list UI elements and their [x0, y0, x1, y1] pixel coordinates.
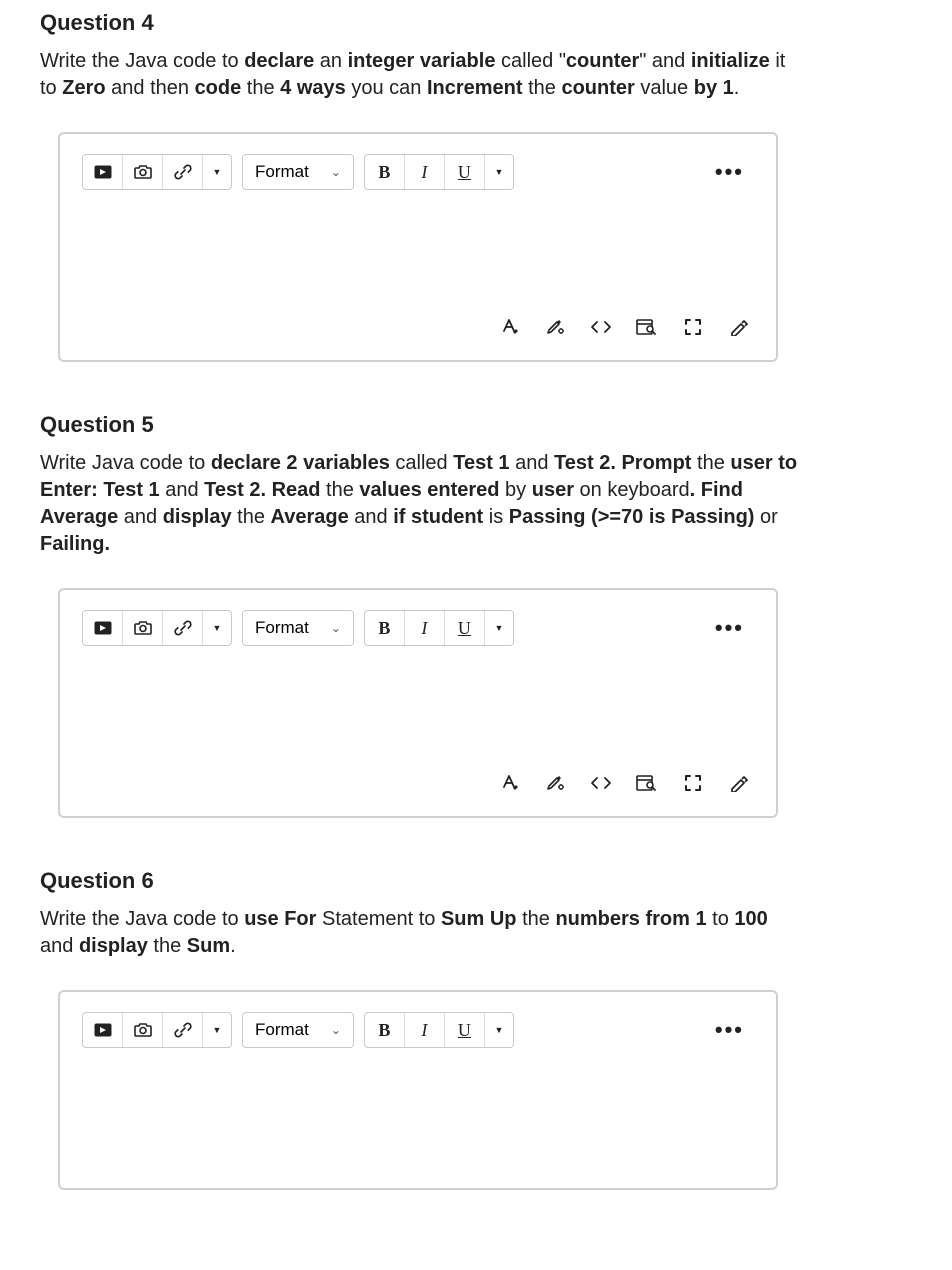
bold-button[interactable]: B	[365, 155, 405, 189]
editor-toolbar: ▼ Format ⌄ B I U ▼ •••	[82, 154, 754, 190]
editor-footer	[82, 310, 754, 340]
bold-button[interactable]: B	[365, 611, 405, 645]
question-block: Question 6 Write the Java code to use Fo…	[40, 858, 912, 1190]
highlight-icon[interactable]	[544, 772, 566, 794]
fullscreen-icon[interactable]	[682, 316, 704, 338]
format-select[interactable]: Format ⌄	[242, 610, 354, 646]
editor-footer	[82, 766, 754, 796]
text-color-icon[interactable]	[498, 772, 520, 794]
format-select[interactable]: Format ⌄	[242, 1012, 354, 1048]
question-title: Question 4	[40, 0, 912, 36]
format-label: Format	[255, 162, 309, 182]
format-label: Format	[255, 1020, 309, 1040]
highlight-icon[interactable]	[544, 316, 566, 338]
text-color-icon[interactable]	[498, 316, 520, 338]
style-more-dropdown[interactable]: ▼	[485, 1013, 513, 1047]
italic-button[interactable]: I	[405, 611, 445, 645]
link-icon[interactable]	[163, 155, 203, 189]
link-icon[interactable]	[163, 611, 203, 645]
rich-text-editor: ▼ Format ⌄ B I U ▼ •••	[58, 990, 778, 1190]
italic-button[interactable]: I	[405, 155, 445, 189]
fullscreen-icon[interactable]	[682, 772, 704, 794]
rich-text-editor: ▼ Format ⌄ B I U ▼ •••	[58, 132, 778, 362]
insert-more-dropdown[interactable]: ▼	[203, 611, 231, 645]
underline-button[interactable]: U	[445, 611, 485, 645]
format-select[interactable]: Format ⌄	[242, 154, 354, 190]
preview-icon[interactable]	[636, 316, 658, 338]
camera-icon[interactable]	[123, 155, 163, 189]
insert-group: ▼	[82, 154, 232, 190]
chevron-down-icon: ⌄	[331, 165, 341, 179]
rich-text-editor: ▼ Format ⌄ B I U ▼ •••	[58, 588, 778, 818]
code-icon[interactable]	[590, 316, 612, 338]
media-icon[interactable]	[83, 611, 123, 645]
style-group: B I U ▼	[364, 154, 514, 190]
media-icon[interactable]	[83, 1013, 123, 1047]
more-button[interactable]: •••	[709, 1013, 750, 1047]
underline-button[interactable]: U	[445, 1013, 485, 1047]
italic-button[interactable]: I	[405, 1013, 445, 1047]
chevron-down-icon: ⌄	[331, 1023, 341, 1037]
bold-button[interactable]: B	[365, 1013, 405, 1047]
preview-icon[interactable]	[636, 772, 658, 794]
style-group: B I U ▼	[364, 1012, 514, 1048]
draw-icon[interactable]	[728, 772, 750, 794]
editor-content-area[interactable]	[82, 190, 754, 310]
more-button[interactable]: •••	[709, 611, 750, 645]
underline-button[interactable]: U	[445, 155, 485, 189]
draw-icon[interactable]	[728, 316, 750, 338]
editor-toolbar: ▼ Format ⌄ B I U ▼ •••	[82, 1012, 754, 1048]
insert-group: ▼	[82, 1012, 232, 1048]
more-button[interactable]: •••	[709, 155, 750, 189]
question-title: Question 6	[40, 858, 912, 894]
question-block: Question 5 Write Java code to declare 2 …	[40, 402, 912, 818]
question-prompt: Write the Java code to use For Statement…	[40, 906, 800, 960]
style-group: B I U ▼	[364, 610, 514, 646]
insert-more-dropdown[interactable]: ▼	[203, 155, 231, 189]
format-label: Format	[255, 618, 309, 638]
camera-icon[interactable]	[123, 611, 163, 645]
insert-more-dropdown[interactable]: ▼	[203, 1013, 231, 1047]
editor-content-area[interactable]	[82, 1048, 754, 1168]
chevron-down-icon: ⌄	[331, 621, 341, 635]
question-block: Question 4 Write the Java code to declar…	[40, 0, 912, 362]
question-title: Question 5	[40, 402, 912, 438]
editor-content-area[interactable]	[82, 646, 754, 766]
media-icon[interactable]	[83, 155, 123, 189]
style-more-dropdown[interactable]: ▼	[485, 155, 513, 189]
camera-icon[interactable]	[123, 1013, 163, 1047]
link-icon[interactable]	[163, 1013, 203, 1047]
code-icon[interactable]	[590, 772, 612, 794]
question-prompt: Write Java code to declare 2 variables c…	[40, 450, 800, 558]
editor-toolbar: ▼ Format ⌄ B I U ▼ •••	[82, 610, 754, 646]
style-more-dropdown[interactable]: ▼	[485, 611, 513, 645]
insert-group: ▼	[82, 610, 232, 646]
question-prompt: Write the Java code to declare an intege…	[40, 48, 800, 102]
